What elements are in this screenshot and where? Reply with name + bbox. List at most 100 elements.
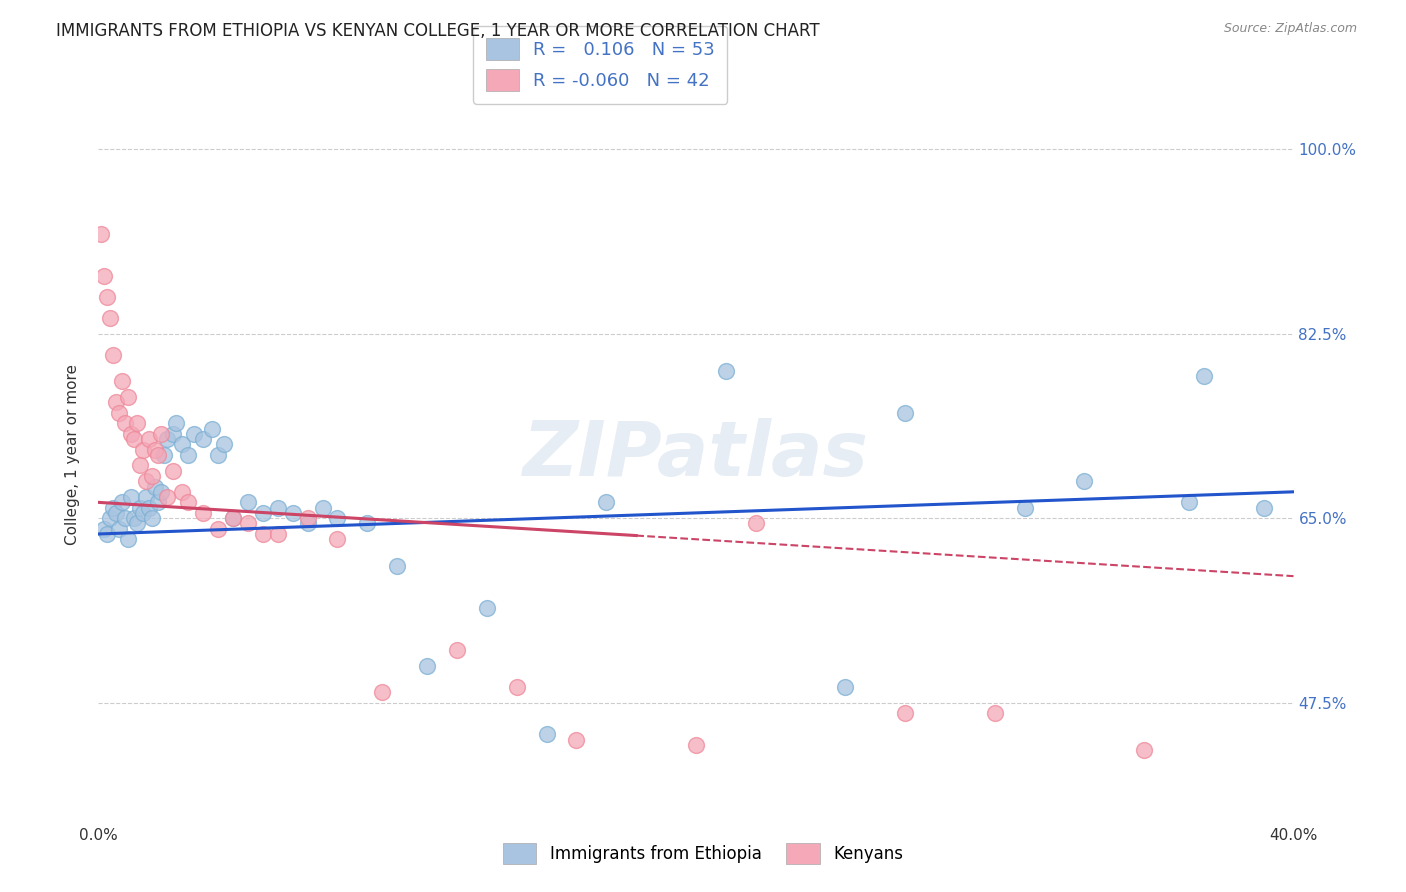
Point: [326, 533, 349, 547]
Point: [156, 432, 179, 446]
Legend: Immigrants from Ethiopia, Kenyans: Immigrants from Ethiopia, Kenyans: [496, 837, 910, 871]
Point: [148, 495, 170, 509]
Point: [1253, 500, 1275, 515]
Point: [311, 500, 333, 515]
Point: [236, 495, 259, 509]
Point: [132, 442, 155, 457]
Point: [162, 426, 184, 441]
Point: [297, 516, 319, 531]
Point: [93, 522, 115, 536]
Point: [356, 516, 378, 531]
Point: [105, 395, 128, 409]
Point: [207, 522, 229, 536]
Point: [135, 490, 157, 504]
Point: [1014, 500, 1036, 515]
Text: ZIPatlas: ZIPatlas: [523, 418, 869, 491]
Point: [162, 464, 184, 478]
Point: [894, 706, 917, 721]
Point: [894, 406, 917, 420]
Point: [177, 495, 200, 509]
Point: [120, 490, 142, 504]
Text: IMMIGRANTS FROM ETHIOPIA VS KENYAN COLLEGE, 1 YEAR OR MORE CORRELATION CHART: IMMIGRANTS FROM ETHIOPIA VS KENYAN COLLE…: [56, 22, 820, 40]
Point: [117, 533, 139, 547]
Point: [132, 506, 155, 520]
Point: [267, 527, 290, 541]
Point: [252, 527, 274, 541]
Point: [834, 680, 856, 694]
Point: [103, 500, 125, 515]
Point: [141, 511, 163, 525]
Point: [222, 511, 245, 525]
Point: [108, 522, 131, 536]
Point: [127, 417, 149, 431]
Y-axis label: College, 1 year or more: College, 1 year or more: [65, 365, 80, 545]
Point: [297, 511, 319, 525]
Point: [565, 732, 588, 747]
Point: [446, 643, 468, 657]
Point: [108, 406, 131, 420]
Point: [371, 685, 394, 699]
Text: 40.0%: 40.0%: [1270, 828, 1317, 843]
Point: [416, 658, 439, 673]
Point: [127, 516, 149, 531]
Point: [212, 437, 235, 451]
Point: [191, 506, 214, 520]
Point: [156, 490, 179, 504]
Point: [201, 421, 224, 435]
Point: [141, 469, 163, 483]
Point: [129, 458, 152, 473]
Point: [1133, 743, 1156, 757]
Point: [111, 495, 134, 509]
Point: [135, 475, 157, 489]
Point: [138, 432, 160, 446]
Point: [207, 448, 229, 462]
Point: [595, 495, 617, 509]
Point: [124, 511, 146, 525]
Point: [148, 448, 170, 462]
Point: [267, 500, 290, 515]
Point: [172, 437, 194, 451]
Point: [745, 516, 768, 531]
Point: [96, 527, 118, 541]
Point: [506, 680, 529, 694]
Point: [165, 417, 187, 431]
Legend: R =   0.106   N = 53, R = -0.060   N = 42: R = 0.106 N = 53, R = -0.060 N = 42: [474, 26, 727, 104]
Point: [236, 516, 259, 531]
Point: [117, 390, 139, 404]
Point: [103, 348, 125, 362]
Text: 0.0%: 0.0%: [79, 828, 118, 843]
Point: [153, 448, 176, 462]
Text: Source: ZipAtlas.com: Source: ZipAtlas.com: [1223, 22, 1357, 36]
Point: [96, 290, 118, 304]
Point: [114, 511, 136, 525]
Point: [1073, 475, 1095, 489]
Point: [536, 727, 558, 741]
Point: [138, 500, 160, 515]
Point: [475, 600, 498, 615]
Point: [90, 227, 112, 241]
Point: [1178, 495, 1201, 509]
Point: [129, 500, 152, 515]
Point: [326, 511, 349, 525]
Point: [222, 511, 245, 525]
Point: [183, 426, 205, 441]
Point: [1192, 368, 1215, 383]
Point: [281, 506, 304, 520]
Point: [177, 448, 200, 462]
Point: [98, 511, 122, 525]
Point: [252, 506, 274, 520]
Point: [685, 738, 707, 752]
Point: [93, 268, 115, 283]
Point: [124, 432, 146, 446]
Point: [150, 484, 173, 499]
Point: [105, 506, 128, 520]
Point: [111, 374, 134, 388]
Point: [120, 426, 142, 441]
Point: [172, 484, 194, 499]
Point: [984, 706, 1007, 721]
Point: [143, 442, 166, 457]
Point: [714, 363, 737, 377]
Point: [114, 417, 136, 431]
Point: [191, 432, 214, 446]
Point: [150, 426, 173, 441]
